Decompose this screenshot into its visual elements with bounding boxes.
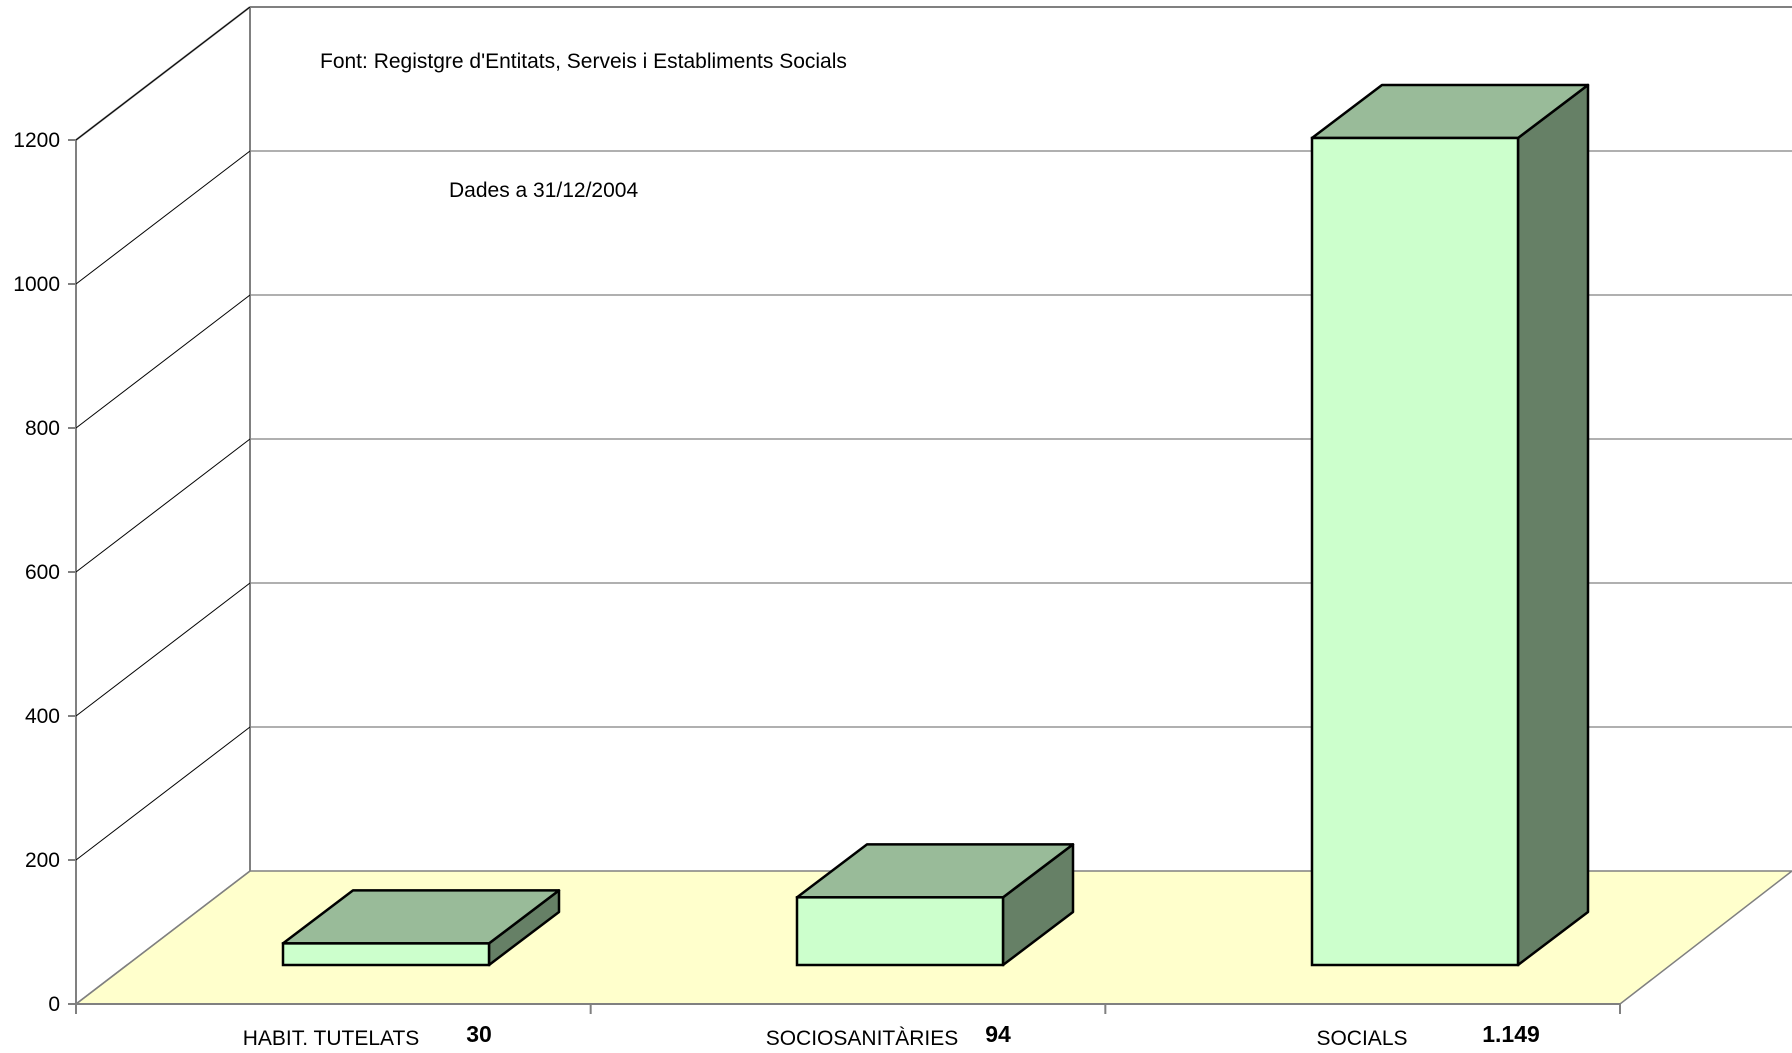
- data-label: 30: [466, 1021, 492, 1047]
- y-tick-label: 400: [25, 705, 60, 728]
- x-axis-ticks: [75, 1004, 1621, 1014]
- gridline-diagonal: [75, 6, 251, 141]
- category-label: HABIT. TUTELATS: [243, 1027, 420, 1050]
- bar-front-face: [1310, 136, 1520, 967]
- gridline-diagonal: [75, 582, 251, 717]
- bar-3: [1310, 83, 1590, 967]
- side-wall-bottom-edge: [75, 870, 251, 1005]
- source-note: Font: Registgre d'Entitats, Serveis i Es…: [320, 50, 847, 73]
- y-tick-label: 1000: [13, 273, 60, 296]
- date-note: Dades a 31/12/2004: [449, 179, 638, 202]
- data-label: 94: [985, 1021, 1011, 1047]
- bars: [281, 83, 1590, 967]
- data-label: 1.149: [1482, 1021, 1540, 1047]
- y-tick-label: 600: [25, 561, 60, 584]
- y-tick-label: 800: [25, 417, 60, 440]
- bar-1: [281, 889, 561, 967]
- labels: HABIT. TUTELATS 30 SOCIOSANITÀRIES 94 SOCIAL…: [243, 1021, 1540, 1050]
- category-label: SOCIOSANITÀRIES: [766, 1027, 959, 1050]
- bar-front-face: [795, 896, 1005, 967]
- gridline-diagonal: [75, 726, 251, 861]
- bar-front-face: [281, 942, 491, 967]
- gridline-diagonal: [75, 438, 251, 573]
- y-tick-label: 0: [48, 993, 60, 1016]
- category-label: SOCIALS: [1316, 1027, 1407, 1050]
- gridline-diagonal: [75, 294, 251, 429]
- y-tick-label: 1200: [13, 129, 60, 152]
- bar-2: [795, 843, 1075, 967]
- y-tick-label: 200: [25, 849, 60, 872]
- bar-side-face: [1516, 83, 1590, 967]
- gridline-diagonal: [75, 150, 251, 285]
- y-axis-ticks: 0 200 400 600 800 1000 1200: [13, 129, 76, 1016]
